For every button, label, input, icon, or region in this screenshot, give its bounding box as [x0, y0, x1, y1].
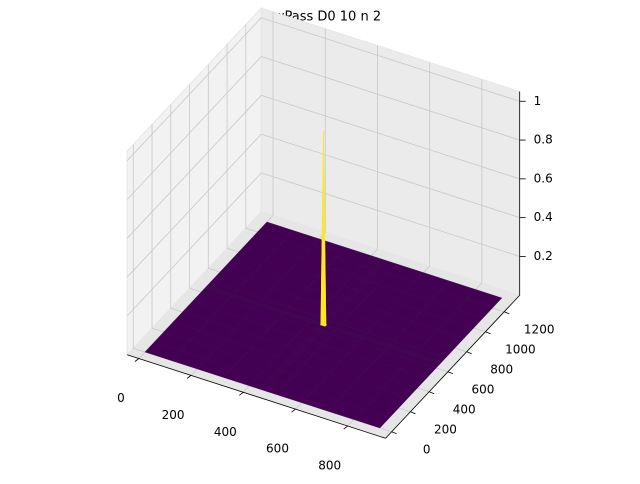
x-tick-label: 0 [117, 391, 125, 405]
y-tick-label: 200 [434, 422, 457, 436]
grid-line [126, 56, 262, 200]
y-tick [447, 371, 454, 375]
x-axis [127, 354, 386, 439]
y-tick-label: 1000 [505, 342, 536, 356]
grid-line [126, 95, 262, 239]
z-tick-label: 1 [534, 94, 542, 108]
grid-line [261, 94, 520, 180]
grid-line [261, 17, 520, 102]
y-tick-label: 1200 [524, 322, 555, 336]
x-tick-label: 600 [266, 442, 289, 456]
y-tick-label: 600 [471, 382, 494, 396]
y-tick [466, 351, 472, 355]
y-tick [429, 391, 435, 395]
grid-line [261, 133, 520, 219]
x-tick [186, 375, 192, 379]
surface-cell [353, 409, 390, 429]
y-tick [504, 311, 510, 315]
grid-line [126, 17, 262, 161]
y-tick [485, 331, 491, 335]
grid-line [261, 172, 520, 257]
grid-line [126, 172, 262, 317]
x-tick [343, 425, 348, 430]
y-axis [385, 294, 520, 439]
y-tick [391, 431, 397, 435]
z-tick-label: 0.2 [534, 249, 553, 263]
z-tick-label: 0.4 [534, 210, 553, 224]
y-tick [410, 411, 416, 415]
y-tick-label: 0 [423, 442, 431, 456]
x-tick [134, 358, 140, 362]
grid-line [126, 133, 262, 278]
x-tick [239, 391, 244, 396]
x-tick-label: 200 [162, 408, 185, 422]
z-tick-label: 0.6 [534, 171, 553, 185]
grid-line [261, 56, 520, 141]
x-tick-label: 800 [318, 459, 341, 473]
y-tick-label: 400 [453, 402, 476, 416]
x-tick [291, 408, 296, 413]
y-tick-label: 800 [490, 362, 513, 376]
x-tick-label: 400 [214, 425, 237, 439]
z-tick-label: 0.8 [534, 133, 553, 147]
